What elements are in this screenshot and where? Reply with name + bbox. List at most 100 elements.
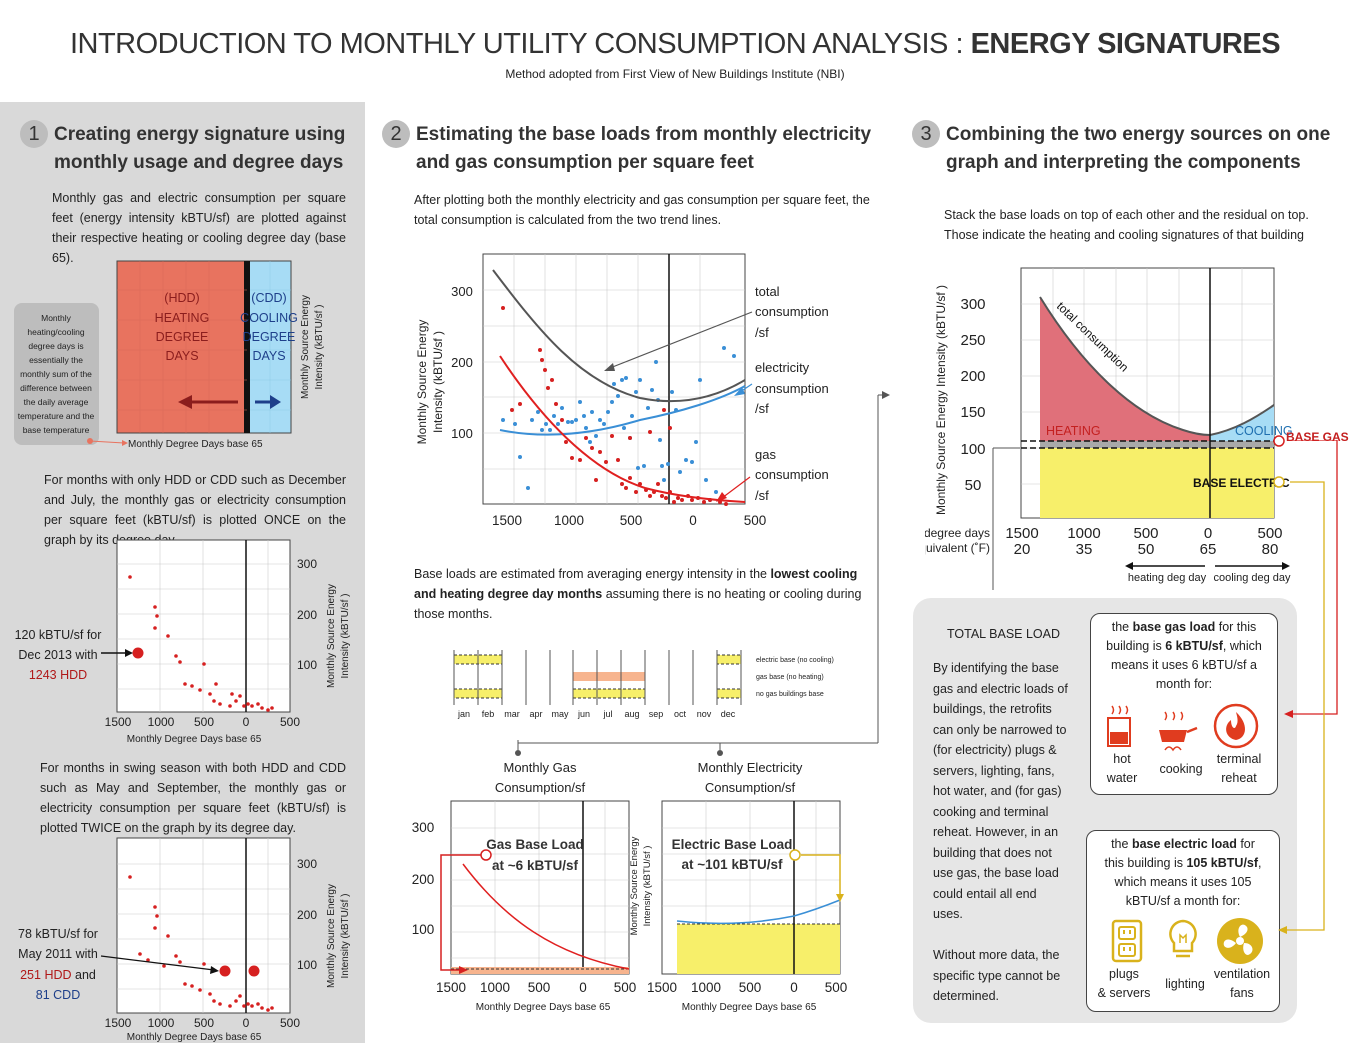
scatter-point bbox=[636, 466, 640, 470]
heating-label: HEATING bbox=[1046, 424, 1101, 438]
svg-text:50: 50 bbox=[965, 477, 982, 494]
gas-load-box: the base gas load for this building is 6 … bbox=[1090, 613, 1278, 795]
note2-line2: May 2011 with bbox=[18, 947, 98, 961]
title-prefix: INTRODUCTION TO MONTHLY UTILITY CONSUMPT… bbox=[69, 28, 971, 60]
svg-text:1000: 1000 bbox=[148, 715, 175, 729]
degree-days-diagram: (HDD) HEATING DEGREE DAYS (CDD) COOLING DEGRE… bbox=[14, 260, 325, 450]
scatter-point bbox=[256, 1002, 260, 1006]
section3-number: 3 bbox=[912, 120, 940, 148]
scatter-point bbox=[690, 498, 694, 502]
section2-title-line1: Estimating the base loads from monthly e… bbox=[416, 124, 872, 145]
svg-text:500: 500 bbox=[614, 980, 637, 995]
scatter-point bbox=[664, 496, 668, 500]
scatter-point bbox=[540, 358, 544, 362]
month-label: mar bbox=[504, 709, 520, 719]
section1-para2: For months with only HDD or CDD such as … bbox=[44, 473, 346, 547]
svg-text:500: 500 bbox=[280, 1016, 300, 1030]
page-title: INTRODUCTION TO MONTHLY UTILITY CONSUMPT… bbox=[0, 28, 1350, 61]
svg-text:0: 0 bbox=[1204, 525, 1212, 542]
scatter-point bbox=[648, 494, 652, 498]
scatter-point bbox=[270, 1006, 274, 1010]
scatter-point bbox=[230, 692, 234, 696]
cdd-label-3: DAYS bbox=[252, 349, 285, 363]
scatter-point bbox=[543, 368, 547, 372]
svg-text:heating deg day: heating deg day bbox=[1128, 572, 1207, 584]
scatter-point bbox=[270, 706, 274, 710]
lighting-icon bbox=[1169, 919, 1197, 958]
svg-text:80: 80 bbox=[1262, 541, 1279, 558]
scatter-point bbox=[228, 704, 232, 708]
scatter-point bbox=[698, 378, 702, 382]
gas-base-chart: Gas Base Load at ~6 kBTU/sf 300 200 100 150… bbox=[412, 800, 637, 1013]
svg-text:1000: 1000 bbox=[148, 1016, 175, 1030]
svg-text:100: 100 bbox=[297, 958, 317, 972]
svg-text:500: 500 bbox=[280, 715, 300, 729]
svg-text:Monthly: Monthly bbox=[41, 313, 72, 323]
section1-intro: Monthly gas and electric consumption per… bbox=[52, 191, 346, 265]
scatter-point bbox=[704, 478, 708, 482]
gas-icons bbox=[1107, 703, 1259, 752]
section3-heading: 3 Combining the two energy sources on one… bbox=[912, 120, 1342, 177]
svg-text:degree days: degree days bbox=[925, 526, 990, 540]
scatter-point bbox=[540, 428, 544, 432]
scatter-point bbox=[560, 406, 564, 410]
scatter-point bbox=[556, 422, 560, 426]
svg-text:35: 35 bbox=[1076, 541, 1093, 558]
scatter-point bbox=[724, 502, 728, 506]
scatter-point bbox=[208, 992, 212, 996]
scatter-point bbox=[128, 875, 132, 879]
scatter-point bbox=[722, 346, 726, 350]
scatter-point bbox=[166, 934, 170, 938]
scatter-point bbox=[628, 476, 632, 480]
svg-text:total: total bbox=[755, 284, 780, 299]
svg-text:0: 0 bbox=[579, 980, 587, 995]
scatter-point bbox=[594, 434, 598, 438]
scatter-point bbox=[582, 414, 586, 418]
scatter-point bbox=[598, 450, 602, 454]
gas-trend-line bbox=[499, 355, 746, 503]
scatter-point bbox=[153, 605, 157, 609]
scatter-point bbox=[660, 464, 664, 468]
heating-area bbox=[1040, 297, 1210, 441]
scatter-point bbox=[518, 402, 522, 406]
scatter-point bbox=[612, 382, 616, 386]
scatter-point bbox=[212, 699, 216, 703]
gas-base-label-1: Gas Base Load bbox=[486, 837, 584, 852]
svg-text:20: 20 bbox=[1014, 541, 1031, 558]
cooking-icon bbox=[1159, 711, 1198, 752]
month-label: apr bbox=[529, 709, 542, 719]
scatter-point bbox=[202, 662, 206, 666]
scatter-point bbox=[162, 964, 166, 968]
svg-text:500: 500 bbox=[739, 980, 762, 995]
section1-title-line1: Creating energy signature using bbox=[54, 124, 346, 145]
scatter-point bbox=[536, 410, 540, 414]
scatter-point bbox=[146, 958, 150, 962]
svg-text:consumption: consumption bbox=[755, 467, 829, 482]
scatter-point bbox=[190, 684, 194, 688]
hdd-block bbox=[116, 260, 248, 434]
scatter-point bbox=[266, 1008, 270, 1012]
scatter-point bbox=[616, 458, 620, 462]
note1-hdd: 1243 HDD bbox=[29, 668, 87, 682]
svg-text:500: 500 bbox=[1257, 525, 1282, 542]
svg-text:Intensity (kBTU/sf ): Intensity (kBTU/sf ) bbox=[340, 593, 351, 678]
scatter-point bbox=[153, 926, 157, 930]
svg-text:gas base (no heating): gas base (no heating) bbox=[756, 674, 824, 681]
scatter-point bbox=[650, 388, 654, 392]
svg-text:gas: gas bbox=[755, 447, 776, 462]
section3-title-line2: graph and interpreting the components bbox=[946, 152, 1301, 173]
section1-number: 1 bbox=[20, 120, 48, 148]
svg-text:100: 100 bbox=[451, 426, 473, 441]
svg-text:500: 500 bbox=[744, 513, 767, 528]
base-electric-label: BASE ELECTRIC bbox=[1193, 476, 1290, 490]
section1-title-line2: monthly usage and degree days bbox=[54, 152, 344, 173]
svg-text:cooling deg day: cooling deg day bbox=[1213, 572, 1291, 584]
scatter-point bbox=[606, 410, 610, 414]
svg-text:electricity: electricity bbox=[755, 360, 810, 375]
scatter-point bbox=[546, 386, 550, 390]
svg-text:500: 500 bbox=[620, 513, 643, 528]
scatter-point bbox=[246, 1002, 250, 1006]
scatter-point bbox=[590, 410, 594, 414]
base-gas-area bbox=[1040, 441, 1274, 448]
scatter-point bbox=[620, 378, 624, 382]
